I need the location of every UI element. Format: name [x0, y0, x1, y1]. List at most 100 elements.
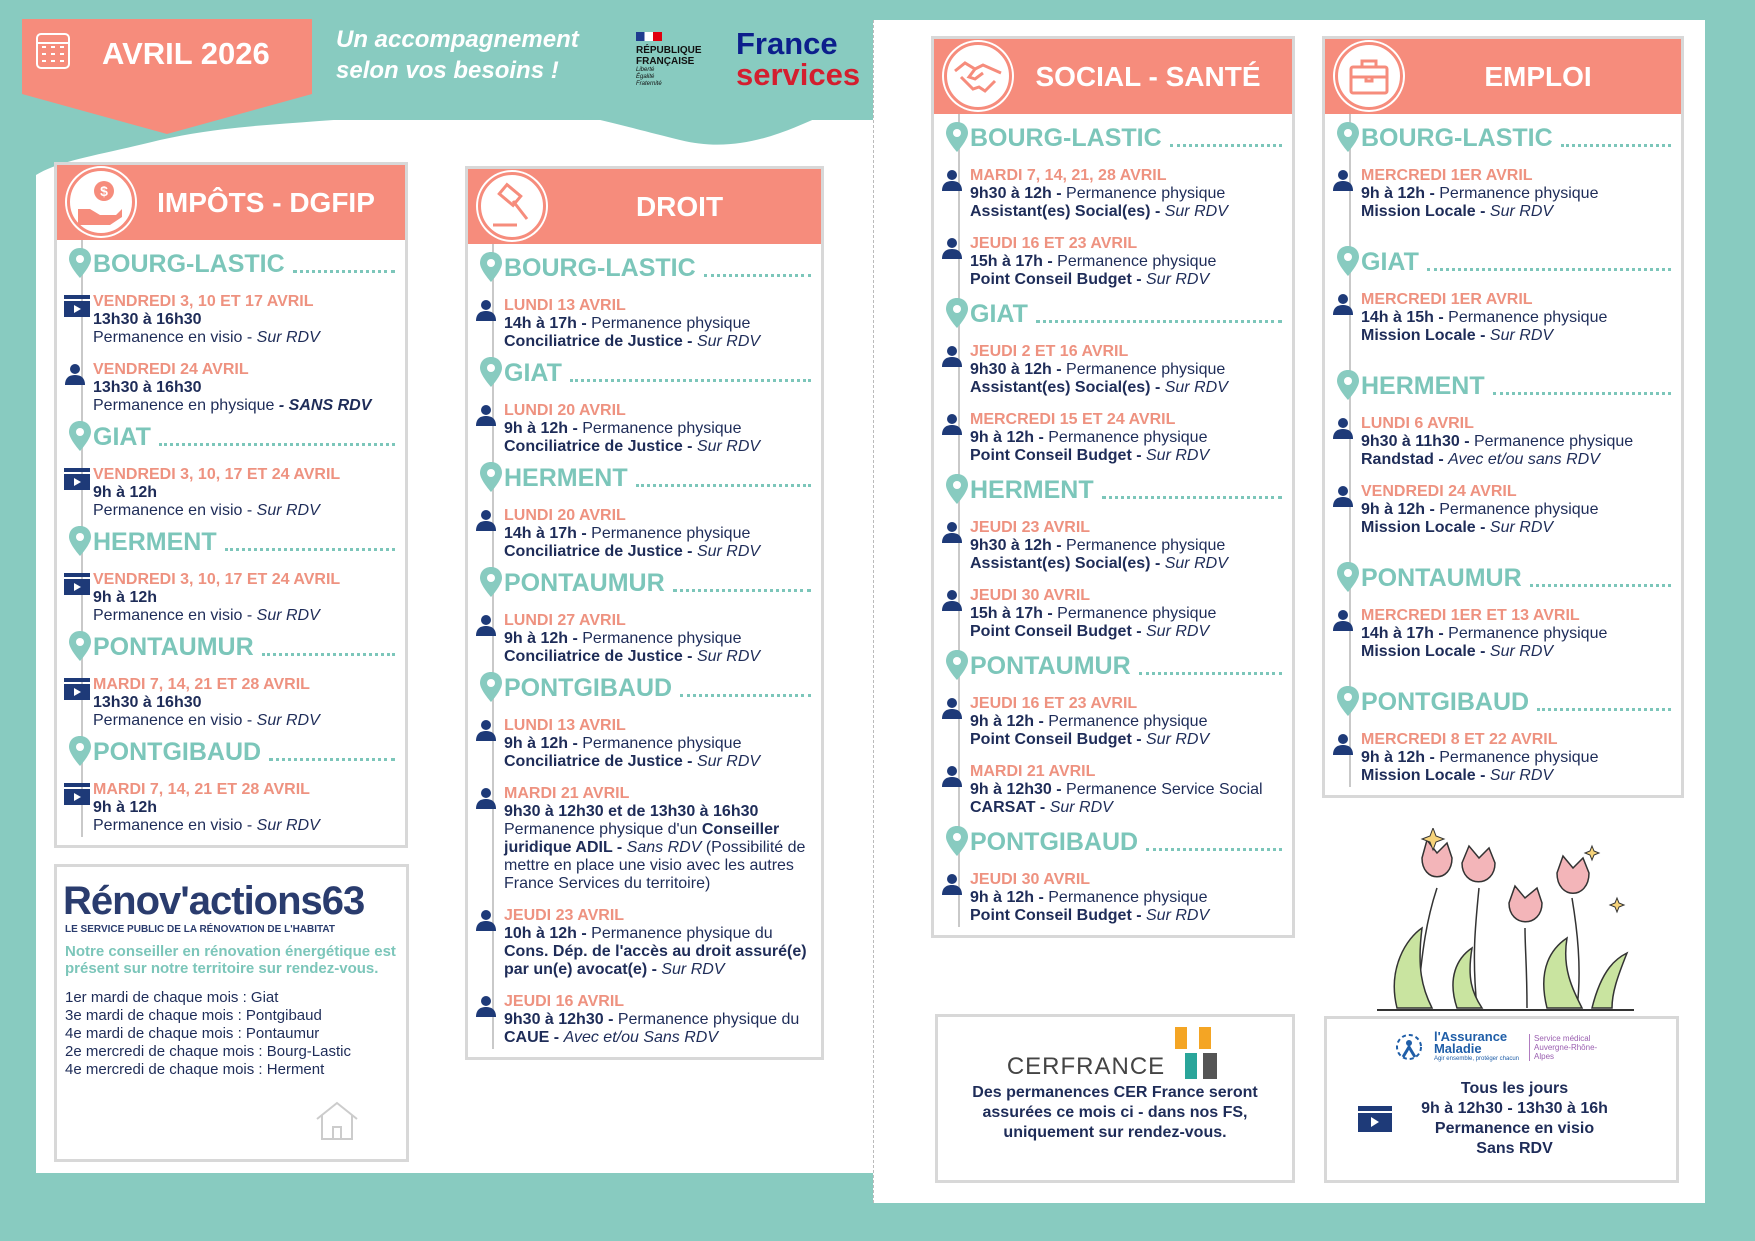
timeline-line: [1349, 114, 1351, 787]
location-pin-icon: [69, 248, 91, 278]
location-section: BOURG-LASTIC LUNDI 13 AVRIL 14h à 17h - Pe…: [476, 250, 811, 351]
entry-line: Point Conseil Budget - Sur RDV: [970, 271, 1210, 288]
entry-line: 9h30 à 12h - Permanence physique: [970, 185, 1226, 202]
tulips-illustration: [1377, 828, 1634, 1011]
renov-schedule: 1er mardi de chaque mois : Giat 3e mardi …: [65, 989, 351, 1078]
schedule-entry: MARDI 21 AVRIL 9h30 à 12h30 et de 13h30 à…: [476, 785, 811, 893]
entry-line: Permanence en visio - Sur RDV: [93, 817, 320, 834]
cerfrance-mark-icon: [1175, 1027, 1218, 1079]
entry-date: VENDREDI 3, 10, 17 ET 24 AVRIL: [93, 466, 341, 483]
schedule-entry: JEUDI 23 AVRIL 9h30 à 12h - Permanence ph…: [942, 519, 1282, 573]
schedule-entry: JEUDI 23 AVRIL 10h à 12h - Permanence phy…: [476, 907, 811, 979]
location-pin-icon: [69, 736, 91, 766]
entry-line: Point Conseil Budget - Sur RDV: [970, 907, 1210, 924]
entry-line: 14h à 17h - Permanence physique: [1361, 625, 1608, 642]
entry-line: Mission Locale - Sur RDV: [1361, 203, 1554, 220]
entry-line: Assistant(es) Social(es) - Sur RDV: [970, 203, 1228, 220]
entry-line: Point Conseil Budget - Sur RDV: [970, 731, 1210, 748]
entry-line: 15h à 17h - Permanence physique: [970, 253, 1217, 270]
entry-line: 9h à 12h - Permanence physique: [970, 889, 1208, 906]
schedule-entry: VENDREDI 3, 10, 17 ET 24 AVRIL 9h à 12h Pe…: [64, 466, 395, 520]
location-heading: GIAT: [480, 357, 811, 388]
entry-date: JEUDI 30 AVRIL: [970, 871, 1091, 888]
entry-date: MERCREDI 1ER AVRIL: [1361, 167, 1533, 184]
entry-line: 9h30 à 12h - Permanence physique: [970, 361, 1226, 378]
location-section: PONTGIBAUD JEUDI 30 AVRIL 9h à 12h - Perma…: [942, 824, 1282, 925]
video-icon: [64, 573, 90, 595]
entry-line: Permanence en physique - SANS RDV: [93, 397, 372, 414]
entry-line: 13h30 à 16h30: [93, 694, 202, 711]
video-icon: [1358, 1106, 1392, 1132]
box-title: EMPLOI: [1484, 60, 1592, 92]
month-title: AVRIL 2026: [102, 36, 270, 71]
gavel-icon: [478, 172, 546, 240]
entry-line: 13h30 à 16h30: [93, 311, 202, 328]
entry-date: LUNDI 27 AVRIL: [504, 612, 626, 629]
location-pin-icon: [1337, 562, 1359, 592]
entry-date: LUNDI 6 AVRIL: [1361, 415, 1474, 432]
location-section: PONTAUMUR JEUDI 16 ET 23 AVRIL 9h à 12h - …: [942, 648, 1282, 817]
calendar-icon: [36, 33, 70, 69]
location-pin-icon: [946, 650, 968, 680]
location-heading: GIAT: [1337, 246, 1671, 277]
renov-tagline: LE SERVICE PUBLIC DE LA RÉNOVATION DE L'…: [65, 924, 335, 935]
location-section: GIAT JEUDI 2 ET 16 AVRIL 9h30 à 12h - Perm…: [942, 296, 1282, 465]
entry-line: Conciliatrice de Justice - Sur RDV: [504, 438, 761, 455]
schedule-entry: VENDREDI 3, 10, 17 ET 24 AVRIL 9h à 12h Pe…: [64, 571, 395, 625]
box-title: SOCIAL - SANTÉ: [1035, 60, 1261, 92]
entry-line: 9h à 12h: [93, 799, 158, 816]
schedule-entry: JEUDI 16 ET 23 AVRIL 15h à 17h - Permanen…: [942, 235, 1282, 289]
person-icon: [942, 522, 962, 543]
assurance-maladie-box: l'Assurance Maladie Agir ensemble, protége…: [1324, 1016, 1679, 1183]
location-pin-icon: [946, 474, 968, 504]
entry-line: 9h30 à 12h30 et de 13h30 à 16h30: [504, 803, 759, 820]
location-heading: PONTGIBAUD: [69, 736, 395, 767]
entry-line: Permanence en visio - Sur RDV: [93, 502, 320, 519]
location-section: PONTAUMUR LUNDI 27 AVRIL 9h à 12h - Perman…: [476, 565, 811, 666]
person-icon: [476, 788, 496, 809]
entry-date: MARDI 21 AVRIL: [504, 785, 630, 802]
location-section: HERMENT VENDREDI 3, 10, 17 ET 24 AVRIL 9h …: [64, 524, 395, 625]
entry-date: MERCREDI 8 ET 22 AVRIL: [1361, 731, 1558, 748]
cerfrance-box: CERFRANCE Des permanences CER France ser…: [935, 1014, 1295, 1183]
entry-date: VENDREDI 3, 10, 17 ET 24 AVRIL: [93, 571, 341, 588]
location-heading: GIAT: [946, 298, 1282, 329]
droit-box: DROIT BOURG-LASTIC LUNDI 13 AVRIL 14h à 17h…: [465, 166, 824, 1060]
schedule-entry: JEUDI 16 ET 23 AVRIL 9h à 12h - Permanenc…: [942, 695, 1282, 749]
entry-line: 9h à 12h - Permanence physique: [504, 735, 742, 752]
entry-line: Permanence en visio - Sur RDV: [93, 329, 320, 346]
location-pin-icon: [1337, 246, 1359, 276]
entry-date: JEUDI 23 AVRIL: [970, 519, 1091, 536]
entry-date: MARDI 21 AVRIL: [970, 763, 1096, 780]
entry-line: Point Conseil Budget - Sur RDV: [970, 447, 1210, 464]
schedule-entry: MARDI 7, 14, 21 ET 28 AVRIL 13h30 à 16h30…: [64, 676, 395, 730]
entry-date: MERCREDI 15 ET 24 AVRIL: [970, 411, 1176, 428]
location-section: HERMENT JEUDI 23 AVRIL 9h30 à 12h - Perman…: [942, 472, 1282, 641]
location-heading: PONTGIBAUD: [946, 826, 1282, 857]
person-icon: [942, 170, 962, 191]
assurance-maladie-logo: l'Assurance Maladie Agir ensemble, protége…: [1394, 1030, 1609, 1063]
assurance-maladie-emblem-icon: [1395, 1034, 1422, 1060]
entry-line: Mission Locale - Sur RDV: [1361, 767, 1554, 784]
schedule-entry: MARDI 7, 14, 21, 28 AVRIL 9h30 à 12h - Pe…: [942, 167, 1282, 221]
entry-line: 9h à 12h: [93, 484, 158, 501]
location-pin-icon: [69, 421, 91, 451]
person-icon: [1333, 418, 1353, 439]
schedule-entry: MERCREDI 8 ET 22 AVRIL 9h à 12h - Permane…: [1333, 731, 1671, 785]
entry-date: MARDI 7, 14, 21 ET 28 AVRIL: [93, 676, 310, 693]
entry-line: Permanence physique d'un Conseiller juri…: [504, 821, 806, 892]
entry-line: Cons. Dép. de l'accès au droit assuré(e)…: [504, 943, 807, 978]
location-section: GIAT MERCREDI 1ER AVRIL 14h à 15h - Perman…: [1333, 244, 1671, 345]
box-title: DROIT: [635, 190, 724, 222]
entry-line: 9h30 à 12h30 - Permanence physique du: [504, 1011, 800, 1028]
entry-line: Conciliatrice de Justice - Sur RDV: [504, 543, 761, 560]
entry-date: VENDREDI 3, 10 ET 17 AVRIL: [93, 293, 314, 310]
entry-line: 9h à 12h - Permanence physique: [970, 713, 1208, 730]
entry-line: Mission Locale - Sur RDV: [1361, 519, 1554, 536]
person-icon: [476, 405, 496, 426]
entry-line: 9h à 12h - Permanence physique: [970, 429, 1208, 446]
video-icon: [64, 678, 90, 700]
hand-coin-icon: $: [67, 168, 135, 236]
location-section: PONTAUMUR MARDI 7, 14, 21 ET 28 AVRIL 13h3…: [64, 629, 395, 730]
person-icon: [942, 766, 962, 787]
